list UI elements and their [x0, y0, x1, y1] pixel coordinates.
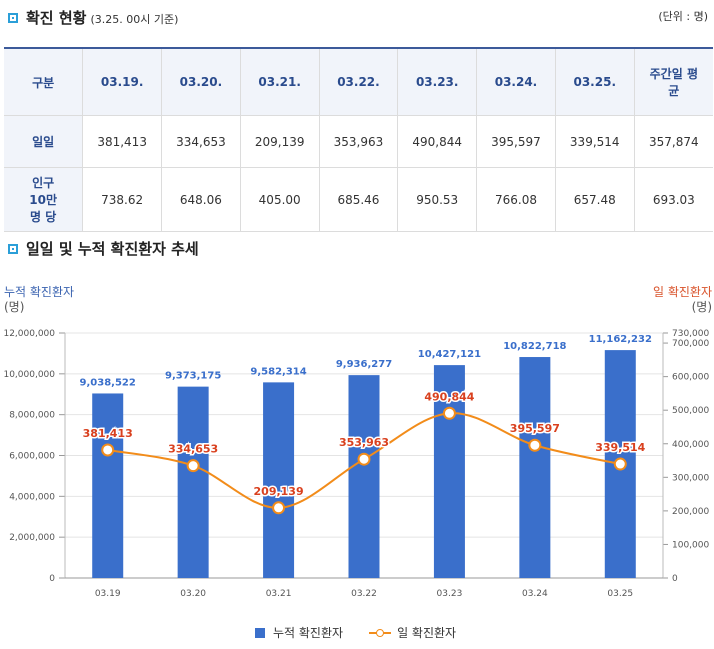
- bar-label: 11,162,232: [589, 334, 652, 345]
- table-cell: 685.46: [318, 167, 399, 232]
- table-cell: 339,514: [554, 115, 635, 168]
- col-header: 03.19.: [82, 48, 163, 116]
- right-axis-tick: 500,000: [672, 406, 709, 416]
- table-cell: 381,413: [82, 115, 163, 168]
- left-axis-title-text: 누적 확진환자: [4, 285, 75, 299]
- table-cell: 490,844: [397, 115, 478, 168]
- left-axis-tick: 6,000,000: [9, 452, 55, 462]
- bar-label: 10,822,718: [503, 341, 566, 352]
- right-axis-title: 일 확진환자 (명): [653, 285, 712, 315]
- table-cell: 357,874: [633, 115, 713, 168]
- table-header-row: 구분 03.19. 03.20. 03.21. 03.22. 03.23. 03…: [4, 48, 713, 116]
- x-axis-tick: 03.20: [180, 589, 206, 599]
- table-cell: 657.48: [554, 167, 635, 232]
- line-label: 334,653: [168, 443, 218, 456]
- col-header: 03.24.: [476, 48, 556, 116]
- table-cell: 353,963: [318, 115, 399, 168]
- bar-label: 9,936,277: [336, 359, 392, 370]
- section-icon: [8, 13, 18, 23]
- x-axis-tick: 03.24: [522, 589, 548, 599]
- chart-section-title: 일일 및 누적 확진환자 추세: [26, 240, 199, 258]
- x-axis-tick: 03.19: [95, 589, 121, 599]
- right-axis-tick: 200,000: [672, 507, 709, 517]
- right-axis-tick: 0: [672, 574, 678, 584]
- line-point: [613, 457, 627, 471]
- line-label: 381,413: [83, 427, 133, 440]
- bar: [433, 365, 465, 578]
- x-axis-tick: 03.23: [437, 589, 463, 599]
- stats-table: 구분 03.19. 03.20. 03.21. 03.22. 03.23. 03…: [4, 47, 713, 232]
- right-axis-tick: 400,000: [672, 440, 709, 450]
- bar-label: 9,373,175: [165, 371, 221, 382]
- row-label: 일일: [4, 115, 84, 168]
- bar-label: 9,038,522: [80, 377, 136, 388]
- left-axis-tick: 12,000,000: [3, 329, 55, 339]
- legend-line-label: 일 확진환자: [397, 626, 457, 640]
- right-axis-tick: 300,000: [672, 473, 709, 483]
- col-header-weekly-avg: 주간일 평균: [633, 48, 713, 116]
- table-cell: 395,597: [476, 115, 556, 168]
- status-title-text: 확진 현황: [26, 9, 87, 27]
- col-header: 03.23.: [397, 48, 478, 116]
- bar-label: 9,582,314: [250, 366, 306, 377]
- x-axis-tick: 03.25: [607, 589, 633, 599]
- bar: [348, 375, 380, 578]
- table-row: 일일 381,413 334,653 209,139 353,963 490,8…: [4, 115, 713, 168]
- table-cell: 766.08: [476, 167, 556, 232]
- right-axis-title-text: 일 확진환자: [652, 285, 712, 299]
- left-axis-tick: 8,000,000: [9, 411, 55, 421]
- left-axis-title: 누적 확진환자 (명): [4, 285, 74, 315]
- bar: [519, 357, 551, 578]
- line-point: [272, 501, 286, 515]
- bar-label: 10,427,121: [418, 349, 481, 360]
- line-point: [186, 459, 200, 473]
- table-cell: 738.62: [82, 167, 163, 232]
- line-label: 209,139: [254, 485, 304, 498]
- right-axis-tick: 100,000: [672, 540, 709, 550]
- line-point: [442, 406, 456, 420]
- bar: [263, 382, 295, 578]
- col-header: 03.25.: [554, 48, 635, 116]
- line-label: 490,844: [424, 390, 474, 403]
- unit-label: (단위 : 명): [658, 10, 708, 23]
- left-axis-tick: 4,000,000: [9, 492, 55, 502]
- status-title: 확진 현황 (3.25. 00시 기준): [26, 7, 178, 28]
- table-cell: 334,653: [161, 115, 241, 168]
- table-cell: 405.00: [239, 167, 320, 232]
- left-axis-unit: (명): [4, 300, 25, 314]
- line-point: [101, 443, 115, 457]
- line-label: 395,597: [510, 422, 560, 435]
- left-axis-tick: 0: [49, 574, 55, 584]
- table-cell: 648.06: [161, 167, 241, 232]
- col-header: 03.21.: [239, 48, 320, 116]
- table-cell: 693.03: [633, 167, 713, 232]
- x-axis-tick: 03.22: [351, 589, 377, 599]
- table-row: 인구 10만 명 당 738.62 648.06 405.00 685.46 9…: [4, 167, 713, 232]
- right-axis-tick: 600,000: [672, 373, 709, 383]
- col-header: 03.20.: [161, 48, 241, 116]
- line-label: 339,514: [595, 441, 645, 454]
- left-axis-tick: 2,000,000: [9, 533, 55, 543]
- legend-bar-label: 누적 확진환자: [273, 626, 344, 640]
- bar: [92, 393, 124, 578]
- line-point: [357, 452, 371, 466]
- status-subtitle: (3.25. 00시 기준): [90, 13, 179, 26]
- bar: [177, 386, 209, 578]
- line-point: [528, 438, 542, 452]
- x-axis-tick: 03.21: [266, 589, 292, 599]
- section-icon: [8, 244, 18, 254]
- left-axis-tick: 10,000,000: [3, 370, 55, 380]
- right-axis-unit: (명): [691, 300, 712, 314]
- row-label: 인구 10만 명 당: [4, 167, 84, 232]
- table-cell: 209,139: [239, 115, 320, 168]
- chart-legend: 누적 확진환자 일 확진환자: [255, 624, 456, 641]
- right-axis-tick: 700,000: [672, 339, 709, 349]
- legend-bar-swatch: [255, 627, 265, 638]
- legend-line-swatch: [369, 628, 392, 638]
- right-axis-tick: 730,000: [672, 329, 709, 339]
- col-header: 구분: [4, 48, 84, 116]
- line-label: 353,963: [339, 436, 389, 449]
